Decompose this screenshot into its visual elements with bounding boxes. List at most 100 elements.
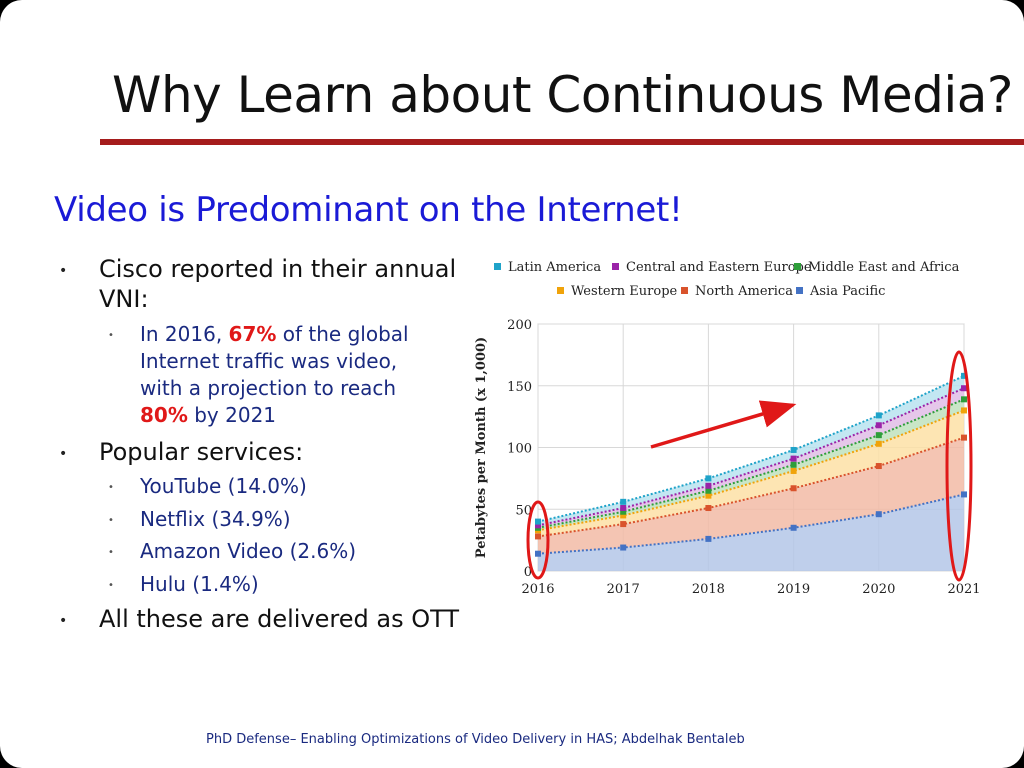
point-western-europe	[535, 527, 541, 534]
legend-label: Central and Eastern Europe	[626, 260, 812, 275]
point-central-and-eastern-europe	[790, 455, 797, 462]
highlight-67: 67%	[228, 322, 277, 346]
legend-swatch	[557, 287, 564, 294]
y-tick-label: 50	[515, 503, 532, 518]
bullet-cisco-line1: Cisco reported in their annual	[99, 255, 457, 283]
area-latin-america	[538, 375, 964, 526]
footer: PhD Defense– Enabling Optimizations of V…	[206, 732, 745, 747]
bullet-dot: •	[59, 263, 68, 279]
bullet-cisco-line2: VNI:	[99, 285, 149, 313]
x-tick-label: 2021	[947, 582, 980, 597]
legend-label: Western Europe	[571, 284, 678, 299]
legend-item: Asia Pacific	[796, 284, 885, 299]
point-asia-pacific	[705, 535, 712, 542]
subbullet-video-share-line1: In 2016, 67% of the global	[140, 322, 409, 346]
point-north-america	[620, 521, 627, 528]
legend-label: Middle East and Africa	[808, 260, 960, 275]
point-latin-america	[705, 475, 712, 482]
point-latin-america	[620, 498, 627, 505]
point-asia-pacific	[620, 544, 627, 551]
plot-area	[537, 323, 965, 572]
point-north-america	[535, 533, 541, 540]
point-middle-east-and-africa	[535, 524, 541, 531]
subbullet-dot: •	[108, 580, 114, 591]
area-middle-east-and-africa	[538, 399, 964, 531]
area-north-america	[538, 437, 964, 554]
point-western-europe	[875, 440, 882, 447]
highlight-ellipse-2016	[526, 500, 550, 580]
point-western-europe	[961, 407, 967, 414]
point-central-and-eastern-europe	[535, 522, 541, 529]
subbullet-netflix: Netflix (34.9%)	[140, 507, 291, 531]
point-western-europe	[790, 467, 797, 474]
legend-swatch	[612, 263, 619, 270]
subbullet-dot: •	[108, 482, 114, 493]
point-middle-east-and-africa	[620, 508, 627, 515]
x-tick-label: 2019	[777, 582, 810, 597]
point-latin-america	[961, 372, 967, 379]
point-middle-east-and-africa	[705, 487, 712, 494]
point-central-and-eastern-europe	[961, 385, 967, 392]
bullet-ott: All these are delivered as OTT	[99, 605, 460, 633]
legend-item: Middle East and Africa	[794, 260, 959, 275]
point-asia-pacific	[790, 524, 797, 531]
subbullet-video-share-line4: 80% by 2021	[140, 403, 277, 427]
point-north-america	[875, 463, 882, 470]
point-middle-east-and-africa	[875, 432, 882, 439]
point-latin-america	[875, 412, 882, 419]
slide-title: Why Learn about Continuous Media?	[112, 66, 1013, 124]
legend-swatch	[494, 263, 501, 270]
point-central-and-eastern-europe	[620, 505, 627, 512]
subbullet-dot: •	[108, 330, 114, 341]
line-asia-pacific	[537, 493, 965, 555]
y-axis-label: Petabytes per Month (x 1,000)	[474, 337, 489, 558]
point-middle-east-and-africa	[961, 396, 967, 403]
subbullet-youtube: YouTube (14.0%)	[140, 474, 307, 498]
point-western-europe	[705, 492, 712, 499]
point-asia-pacific	[961, 491, 967, 498]
point-middle-east-and-africa	[790, 461, 797, 468]
line-central-and-eastern-europe	[537, 387, 965, 527]
subbullet-dot: •	[108, 515, 114, 526]
y-tick-label: 200	[507, 318, 532, 333]
area-western-europe	[538, 410, 964, 537]
y-tick-label: 0	[524, 565, 532, 580]
point-north-america	[961, 434, 967, 441]
trend-arrow	[650, 400, 797, 449]
legend-label: Asia Pacific	[810, 284, 886, 299]
bullet-dot: •	[59, 446, 68, 462]
line-western-europe	[537, 409, 965, 532]
line-north-america	[537, 436, 965, 538]
legend-item: North America	[681, 284, 793, 299]
point-latin-america	[535, 518, 541, 525]
subbullet-video-share-line2: Internet traffic was video,	[140, 349, 398, 373]
point-north-america	[705, 505, 712, 512]
y-tick-label: 150	[507, 380, 532, 395]
point-western-europe	[620, 512, 627, 519]
title-rule	[100, 139, 1024, 145]
y-tick-label: 100	[507, 442, 532, 457]
subbullet-amazon: Amazon Video (2.6%)	[140, 539, 356, 563]
point-central-and-eastern-europe	[705, 482, 712, 489]
point-central-and-eastern-europe	[875, 422, 882, 429]
bullet-popular: Popular services:	[99, 438, 304, 466]
highlight-80: 80%	[140, 403, 188, 427]
x-tick-label: 2016	[521, 582, 554, 597]
point-asia-pacific	[535, 550, 541, 557]
slide-subtitle: Video is Predominant on the Internet!	[54, 190, 683, 230]
legend-swatch	[681, 287, 688, 294]
area-asia-pacific	[538, 494, 964, 571]
point-asia-pacific	[875, 511, 882, 518]
legend-swatch	[794, 263, 801, 270]
area-central-and-eastern-europe	[538, 388, 964, 528]
line-middle-east-and-africa	[537, 398, 965, 529]
highlight-ellipse-2021	[945, 350, 973, 582]
x-tick-label: 2018	[692, 582, 725, 597]
legend-item: Western Europe	[557, 284, 677, 299]
point-latin-america	[790, 446, 797, 453]
legend-item: Latin America	[494, 260, 601, 275]
legend-label: Latin America	[508, 260, 602, 275]
legend-swatch	[796, 287, 803, 294]
x-tick-label: 2017	[607, 582, 640, 597]
